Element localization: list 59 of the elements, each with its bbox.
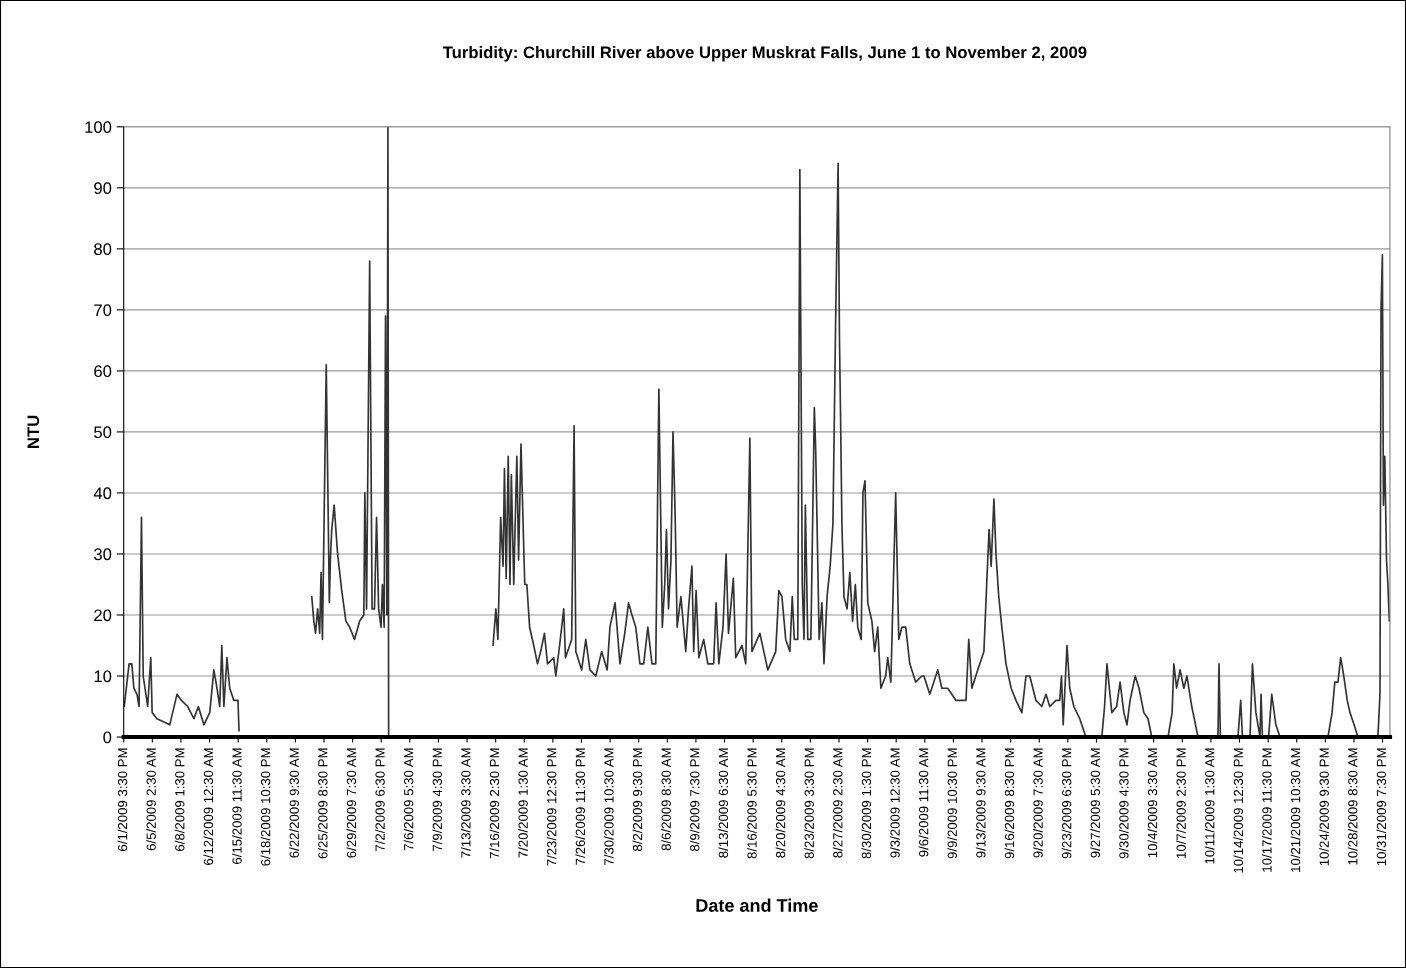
x-tick-label: 10/14/2009 12:30 PM <box>1233 748 1244 873</box>
x-tick-label: 9/6/2009 11:30 AM <box>918 748 929 857</box>
x-tick-label: 9/20/2009 7:30 AM <box>1033 748 1043 858</box>
x-tick-label: 7/20/2009 1:30 AM <box>518 748 528 858</box>
x-tick-label: 10/7/2009 2:30 PM <box>1176 748 1186 858</box>
x-tick-label: 6/15/2009 11:30 AM <box>232 748 242 864</box>
x-tick-label: 9/16/2009 8:30 PM <box>1004 748 1015 859</box>
x-tick-label: 10/17/2009 11:30 PM <box>1261 748 1272 872</box>
x-tick-label: 7/23/2009 12:30 PM <box>546 748 557 866</box>
x-tick-label: 6/5/2009 2:30 AM <box>146 748 156 851</box>
x-tick-label: 10/4/2009 3:30 AM <box>1147 748 1158 858</box>
y-tick-label: 20 <box>94 609 112 622</box>
x-tick-label: 6/18/2009 10:30 PM <box>260 748 271 866</box>
x-tick-label: 7/2/2009 6:30 PM <box>375 748 385 851</box>
y-tick-label: 60 <box>94 365 112 378</box>
x-tick-label: 6/8/2009 1:30 PM <box>174 748 185 851</box>
y-tick-label: 50 <box>94 426 112 439</box>
x-tick-label: 6/22/2009 9:30 AM <box>289 748 299 858</box>
y-axis-title: NTU <box>27 415 40 448</box>
x-tick-label: 8/27/2009 2:30 AM <box>832 748 843 858</box>
x-tick-label: 6/29/2009 7:30 AM <box>346 748 357 858</box>
y-tick-label: 40 <box>93 487 112 500</box>
y-tick-label: 0 <box>103 731 112 744</box>
y-tick-label: 80 <box>94 243 112 256</box>
x-tick-label: 8/9/2009 7:30 PM <box>689 748 700 852</box>
x-tick-label: 7/9/2009 4:30 PM <box>432 748 442 851</box>
x-tick-label: 7/26/2009 11:30 PM <box>575 748 586 865</box>
x-tick-label: 7/16/2009 2:30 PM <box>489 748 500 859</box>
x-tick-label: 8/6/2009 8:30 AM <box>661 748 671 851</box>
x-tick-label: 6/1/2009 3:30 PM <box>117 748 128 851</box>
x-tick-label: 8/16/2009 5:30 PM <box>746 748 757 859</box>
x-tick-label: 6/12/2009 12:30 AM <box>203 748 214 865</box>
x-tick-label: 9/9/2009 10:30 PM <box>947 748 957 859</box>
y-tick-label: 90 <box>94 182 112 195</box>
x-tick-label: 10/28/2009 8:30 AM <box>1347 748 1358 865</box>
y-tick-label: 70 <box>94 304 112 317</box>
y-tick-label: 10 <box>94 670 112 683</box>
x-tick-label: 10/11/2009 1:30 AM <box>1204 748 1215 864</box>
x-axis-title: Date and Time <box>696 898 818 912</box>
x-tick-label: 9/30/2009 4:30 PM <box>1118 748 1129 859</box>
x-tick-label: 7/13/2009 3:30 AM <box>460 748 471 858</box>
x-tick-label: 8/30/2009 1:30 PM <box>861 748 872 859</box>
y-tick-label: 30 <box>94 548 112 561</box>
x-tick-label: 10/31/2009 7:30 PM <box>1376 748 1387 866</box>
x-tick-label: 8/23/2009 3:30 PM <box>804 748 814 859</box>
chart-title: Turbidity: Churchill River above Upper Muskrat Falls, June 1 to November 2, 2009 <box>442 46 1087 62</box>
x-tick-label: 10/24/2009 9:30 PM <box>1319 748 1329 866</box>
y-tick-label: 100 <box>85 121 112 134</box>
x-tick-label: 7/30/2009 10:30 AM <box>603 748 614 865</box>
x-tick-label: 9/27/2009 5:30 AM <box>1090 748 1100 858</box>
x-tick-label: 8/20/2009 4:30 AM <box>775 748 786 858</box>
x-tick-label: 9/13/2009 9:30 AM <box>975 748 986 858</box>
x-tick-label: 6/25/2009 8:30 PM <box>317 748 328 859</box>
x-tick-label: 7/6/2009 5:30 AM <box>403 748 414 851</box>
x-tick-label: 8/2/2009 9:30 PM <box>632 748 643 852</box>
x-tick-label: 9/23/2009 6:30 PM <box>1061 748 1072 859</box>
x-tick-label: 9/3/2009 12:30 AM <box>890 748 900 858</box>
x-tick-label: 10/21/2009 10:30 AM <box>1290 748 1301 872</box>
x-tick-label: 8/13/2009 6:30 AM <box>718 748 729 858</box>
